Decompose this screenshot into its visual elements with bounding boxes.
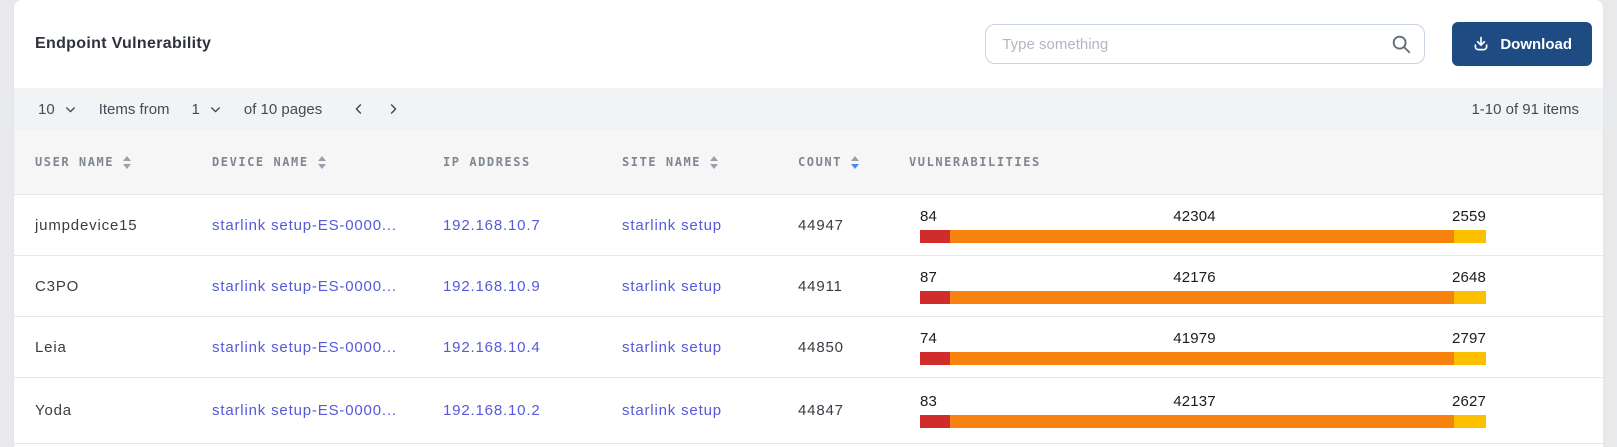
high-count: 42137 — [1173, 393, 1216, 410]
column-header-vulnerabilities: VULNERABILITIES — [909, 155, 1603, 169]
items-from-label: Items from — [98, 100, 170, 118]
high-segment — [950, 290, 1454, 304]
medium-count: 2797 — [1452, 329, 1486, 347]
column-label: USER NAME — [35, 155, 115, 169]
critical-segment — [920, 415, 950, 428]
previous-page-button[interactable] — [352, 102, 366, 116]
column-header-device-name[interactable]: DEVICE NAME — [212, 155, 443, 169]
device-name-link[interactable]: starlink setup-ES-0000... — [212, 402, 397, 419]
critical-segment — [920, 351, 950, 365]
medium-count: 2627 — [1452, 393, 1486, 410]
critical-count: 87 — [920, 268, 937, 286]
medium-segment — [1454, 229, 1486, 243]
column-label: COUNT — [798, 155, 842, 169]
column-label: IP ADDRESS — [443, 155, 531, 169]
chevron-down-icon — [209, 103, 222, 116]
page-title: Endpoint Vulnerability — [35, 35, 212, 52]
table-row: C3PO starlink setup-ES-0000... 192.168.1… — [14, 256, 1603, 317]
sort-icon-active-desc[interactable] — [850, 155, 859, 169]
column-label: DEVICE NAME — [212, 155, 309, 169]
sort-icon[interactable] — [710, 155, 719, 169]
pagination-bar: 10 Items from 1 of 10 pages — [14, 88, 1603, 130]
next-page-button[interactable] — [386, 102, 400, 116]
page-size-select[interactable]: 10 — [38, 101, 77, 118]
column-header-count[interactable]: COUNT — [798, 155, 909, 169]
vulnerability-bar — [920, 351, 1486, 365]
critical-segment — [920, 290, 950, 304]
card-header: Endpoint Vulnerability Download — [14, 0, 1603, 88]
ip-address-link[interactable]: 192.168.10.7 — [443, 216, 541, 234]
vulnerability-bar — [920, 415, 1486, 428]
page-size-value: 10 — [38, 100, 55, 118]
ip-address-link[interactable]: 192.168.10.4 — [443, 338, 541, 356]
search-box — [985, 24, 1426, 64]
table-header-row: USER NAME DEVICE NAME IP ADDRESS SITE NA… — [14, 130, 1603, 195]
high-count: 41979 — [1173, 329, 1216, 347]
high-count: 42304 — [1173, 207, 1216, 225]
site-name-link[interactable]: starlink setup — [622, 277, 722, 295]
critical-count: 84 — [920, 207, 937, 225]
current-page-value: 1 — [191, 100, 200, 118]
medium-segment — [1454, 351, 1486, 365]
vulnerability-bar — [920, 229, 1486, 243]
total-pages-label: of 10 pages — [243, 100, 323, 118]
site-name-link[interactable]: starlink setup — [622, 402, 722, 419]
items-range-label: 1-10 of 91 items — [1471, 100, 1579, 118]
download-button[interactable]: Download — [1452, 22, 1592, 66]
high-count: 42176 — [1173, 268, 1216, 286]
table-row: jumpdevice15 starlink setup-ES-0000... 1… — [14, 195, 1603, 256]
chevron-down-icon — [64, 103, 77, 116]
table-row: Leia starlink setup-ES-0000... 192.168.1… — [14, 317, 1603, 378]
user-name-cell: Yoda — [35, 402, 72, 419]
user-name-cell: Leia — [35, 338, 67, 356]
vulnerabilities-cell: 74 41979 2797 — [909, 330, 1486, 365]
count-cell: 44847 — [798, 402, 844, 419]
device-name-link[interactable]: starlink setup-ES-0000... — [212, 277, 397, 295]
site-name-link[interactable]: starlink setup — [622, 216, 722, 234]
site-name-link[interactable]: starlink setup — [622, 338, 722, 356]
sort-icon[interactable] — [317, 155, 326, 169]
vulnerabilities-cell: 84 42304 2559 — [909, 208, 1486, 243]
high-segment — [950, 229, 1454, 243]
sort-icon[interactable] — [123, 155, 132, 169]
download-icon — [1472, 35, 1490, 53]
ip-address-link[interactable]: 192.168.10.2 — [443, 402, 541, 419]
user-name-cell: jumpdevice15 — [35, 216, 138, 234]
count-cell: 44850 — [798, 338, 844, 356]
search-input[interactable] — [985, 24, 1426, 64]
vulnerabilities-cell: 83 42137 2627 — [909, 393, 1486, 428]
page-select[interactable]: 1 — [192, 101, 222, 118]
medium-count: 2559 — [1452, 207, 1486, 225]
critical-count: 74 — [920, 329, 937, 347]
column-header-user-name[interactable]: USER NAME — [35, 155, 212, 169]
high-segment — [950, 415, 1454, 428]
download-button-label: Download — [1500, 35, 1572, 53]
column-label: SITE NAME — [622, 155, 702, 169]
medium-count: 2648 — [1452, 268, 1486, 286]
endpoint-vulnerability-card: Endpoint Vulnerability Download — [14, 0, 1603, 447]
ip-address-link[interactable]: 192.168.10.9 — [443, 277, 541, 295]
device-name-link[interactable]: starlink setup-ES-0000... — [212, 216, 397, 234]
user-name-cell: C3PO — [35, 277, 80, 295]
medium-segment — [1454, 415, 1486, 428]
table-row: Yoda starlink setup-ES-0000... 192.168.1… — [14, 378, 1603, 444]
medium-segment — [1454, 290, 1486, 304]
column-header-site-name[interactable]: SITE NAME — [622, 155, 798, 169]
column-label: VULNERABILITIES — [909, 155, 1041, 169]
high-segment — [950, 351, 1454, 365]
device-name-link[interactable]: starlink setup-ES-0000... — [212, 338, 397, 356]
count-cell: 44947 — [798, 216, 844, 234]
critical-segment — [920, 229, 950, 243]
search-icon[interactable] — [1389, 32, 1413, 56]
critical-count: 83 — [920, 393, 937, 410]
count-cell: 44911 — [798, 277, 843, 295]
column-header-ip-address: IP ADDRESS — [443, 155, 622, 169]
vulnerability-bar — [920, 290, 1486, 304]
vulnerabilities-cell: 87 42176 2648 — [909, 269, 1486, 304]
